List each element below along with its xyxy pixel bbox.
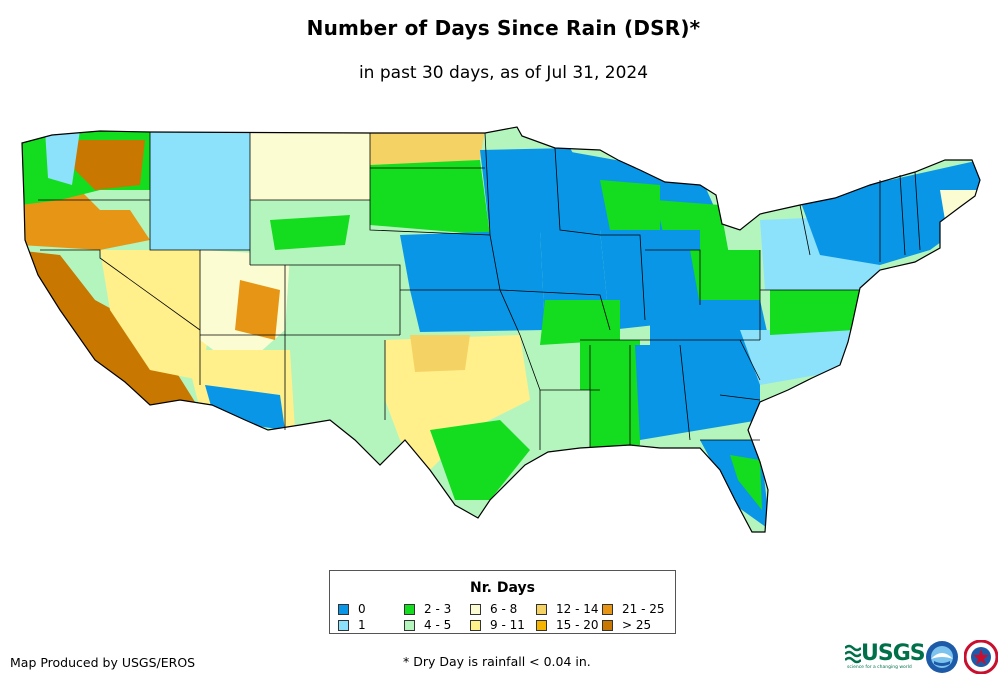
map-subtitle: in past 30 days, as of Jul 31, 2024 [358,63,649,83]
legend-swatch [602,620,613,631]
legend-swatch [338,604,349,615]
legend-label: 4 - 5 [424,618,452,632]
legend-label: 6 - 8 [490,602,518,616]
legend-label: 9 - 11 [490,618,525,632]
nws-logo-icon [964,640,998,674]
dsr-regions [22,127,980,532]
legend-swatch [470,620,481,631]
legend-item-4: 6 - 8 [470,602,517,616]
legend-swatch [338,620,349,631]
usgs-logo: USGS science for a changing world [845,641,926,675]
legend-swatch [404,604,415,615]
legend-item-6: 12 - 14 [536,602,599,616]
legend-label: 21 - 25 [622,602,665,616]
legend-label: 0 [358,602,366,616]
usgs-tagline: science for a changing world [847,665,912,670]
legend-swatch [470,604,481,615]
legend-item-0: 0 [338,602,366,616]
legend-label: 2 - 3 [424,602,452,616]
legend-label: > 25 [622,618,652,632]
legend: Nr. Days 0 1 2 - 3 4 - 5 6 - 8 9 - 11 12… [329,570,676,634]
map-title: Number of Days Since Rain (DSR)* [306,16,701,40]
state-borders [38,132,921,450]
legend-label: 12 - 14 [556,602,599,616]
legend-item-8: 21 - 25 [602,602,665,616]
legend-title: Nr. Days [470,580,535,596]
legend-swatch [404,620,415,631]
legend-swatch [602,604,613,615]
legend-label: 1 [358,618,366,632]
legend-item-9: > 25 [602,618,651,632]
noaa-logo-icon [926,641,958,673]
dry-day-footnote: * Dry Day is rainfall < 0.04 in. [403,654,591,669]
legend-item-5: 9 - 11 [470,618,525,632]
map-credit: Map Produced by USGS/EROS [10,655,196,670]
legend-item-2: 2 - 3 [404,602,451,616]
legend-item-7: 15 - 20 [536,618,599,632]
legend-label: 15 - 20 [556,618,599,632]
legend-item-1: 1 [338,618,366,632]
legend-item-3: 4 - 5 [404,618,451,632]
usgs-wave-icon [845,644,861,664]
legend-swatch [536,620,547,631]
conus-dsr-map [21,126,981,533]
legend-swatch [536,604,547,615]
usgs-wordmark: USGS [861,641,926,666]
